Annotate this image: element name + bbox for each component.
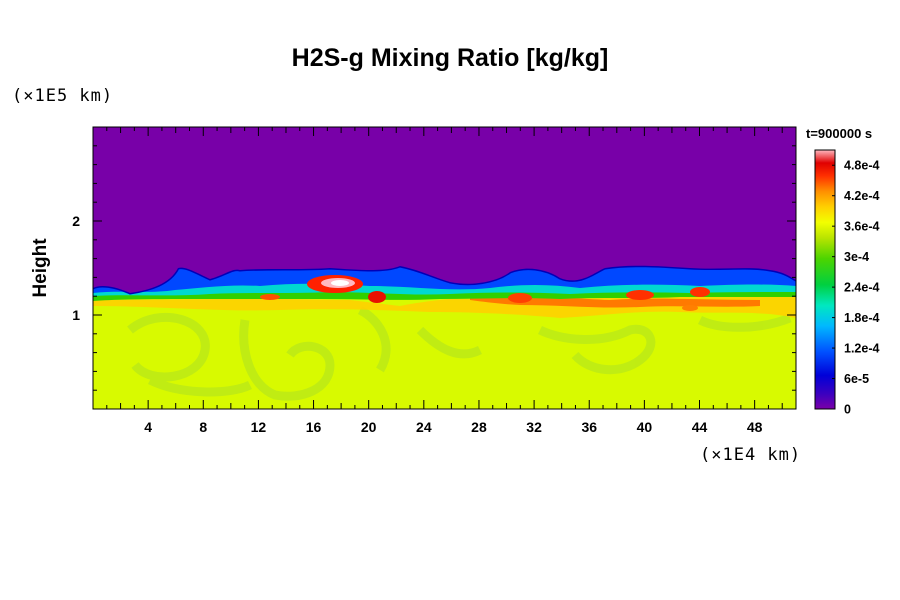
upper-layer	[93, 127, 796, 293]
x-tick-label: 40	[637, 419, 653, 435]
colorbar-tick-label: 3.6e-4	[844, 220, 879, 234]
x-tick-label: 20	[361, 419, 377, 435]
plot-frame	[92, 126, 797, 410]
y-axis-unit: (×1E5 km)	[12, 86, 114, 106]
colorbar-ticks: 4.8e-4 4.2e-4 3.6e-4 3e-4 2.4e-4 1.8e-4 1.2e-4…	[832, 159, 879, 417]
colorbar-tick-label: 4.8e-4	[844, 159, 879, 173]
x-tick-label: 24	[416, 419, 432, 435]
x-tick-label: 16	[306, 419, 322, 435]
y-tick-label: 2	[72, 213, 80, 229]
x-axis-unit: (×1E4 km)	[700, 445, 802, 465]
time-label: t=900000 s	[806, 126, 873, 141]
x-tick-label: 44	[692, 419, 708, 435]
colorbar-tick-label: 4.2e-4	[844, 189, 879, 203]
y-axis-ticks: 12	[72, 145, 796, 391]
colorbar-tick-label: 1.8e-4	[844, 311, 879, 325]
colorbar-tick-label: 1.2e-4	[844, 342, 879, 356]
x-tick-label: 4	[144, 419, 152, 435]
lower-swirls	[127, 305, 792, 401]
heatmap-field	[93, 127, 796, 409]
colorbar-tick-label: 2.4e-4	[844, 281, 879, 295]
x-tick-label: 8	[199, 419, 207, 435]
y-tick-label: 1	[72, 307, 80, 323]
x-tick-label: 32	[526, 419, 542, 435]
x-tick-label: 12	[251, 419, 267, 435]
colorbar-tick-label: 3e-4	[844, 250, 869, 264]
x-tick-label: 36	[581, 419, 597, 435]
chart-title: H2S-g Mixing Ratio [kg/kg]	[291, 44, 609, 72]
transition-top-edge	[93, 264, 796, 295]
colorbar	[814, 149, 836, 410]
hotspots	[260, 275, 710, 311]
x-axis-ticks: 4 8 12 16 20 24 28 32 36 40 44 48	[106, 127, 783, 435]
x-tick-label: 48	[747, 419, 763, 435]
x-tick-label: 28	[471, 419, 487, 435]
colorbar-tick-label: 6e-5	[844, 372, 869, 386]
colorbar-tick-label: 0	[844, 403, 851, 417]
